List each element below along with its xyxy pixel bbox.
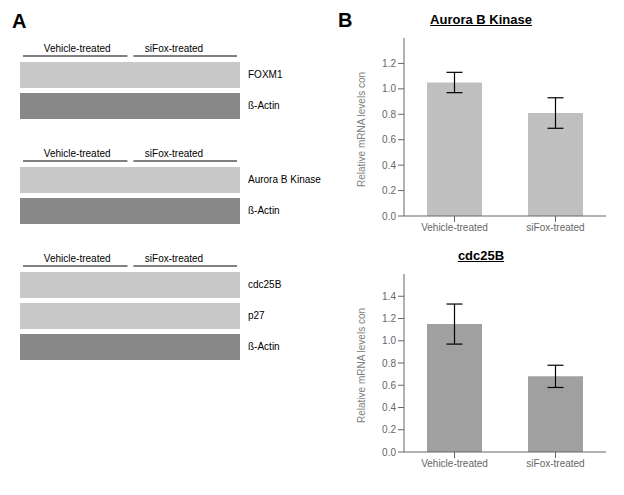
svg-text:ß-Actin: ß-Actin [248, 100, 280, 111]
svg-text:Vehicle-treated: Vehicle-treated [421, 222, 488, 233]
svg-text:siFox-treated: siFox-treated [145, 43, 203, 54]
svg-text:0.0: 0.0 [382, 447, 396, 458]
html-text:Aurora B Kinase: Aurora B Kinase [430, 12, 532, 27]
svg-text:Relative mRNA levels con: Relative mRNA levels con [356, 308, 367, 423]
svg-text:0.6: 0.6 [382, 380, 396, 391]
svg-text:ß-Actin: ß-Actin [248, 341, 280, 352]
svg-text:0.2: 0.2 [382, 185, 396, 196]
svg-text:cdc25B: cdc25B [248, 279, 282, 290]
svg-text:Vehicle-treated: Vehicle-treated [44, 253, 111, 264]
svg-text:0.4: 0.4 [382, 402, 396, 413]
svg-text:Vehicle-treated: Vehicle-treated [44, 43, 111, 54]
svg-text:siFox-treated: siFox-treated [145, 148, 203, 159]
svg-text:A: A [12, 10, 26, 32]
svg-text:0.2: 0.2 [382, 424, 396, 435]
svg-text:1.4: 1.4 [382, 291, 396, 302]
svg-text:1.2: 1.2 [382, 58, 396, 69]
svg-text:0.8: 0.8 [382, 358, 396, 369]
svg-text:FOXM1: FOXM1 [248, 69, 283, 80]
svg-text:0.4: 0.4 [382, 160, 396, 171]
svg-text:1.2: 1.2 [382, 313, 396, 324]
svg-text:p27: p27 [248, 310, 265, 321]
svg-text:Vehicle-treated: Vehicle-treated [421, 458, 488, 469]
svg-text:Vehicle-treated: Vehicle-treated [44, 148, 111, 159]
svg-text:0.8: 0.8 [382, 109, 396, 120]
svg-text:ß-Actin: ß-Actin [248, 205, 280, 216]
svg-text:Relative mRNA levels con: Relative mRNA levels con [356, 72, 367, 187]
html-text:cdc25B: cdc25B [457, 248, 505, 263]
svg-text:0.6: 0.6 [382, 134, 396, 145]
svg-text:1.0: 1.0 [382, 335, 396, 346]
svg-text:siFox-treated: siFox-treated [526, 222, 584, 233]
svg-text:1.0: 1.0 [382, 83, 396, 94]
svg-text:0.0: 0.0 [382, 211, 396, 222]
html-text:B: B [338, 9, 353, 31]
svg-text:siFox-treated: siFox-treated [526, 458, 584, 469]
svg-text:siFox-treated: siFox-treated [145, 253, 203, 264]
svg-text:Aurora B Kinase: Aurora B Kinase [248, 174, 321, 185]
